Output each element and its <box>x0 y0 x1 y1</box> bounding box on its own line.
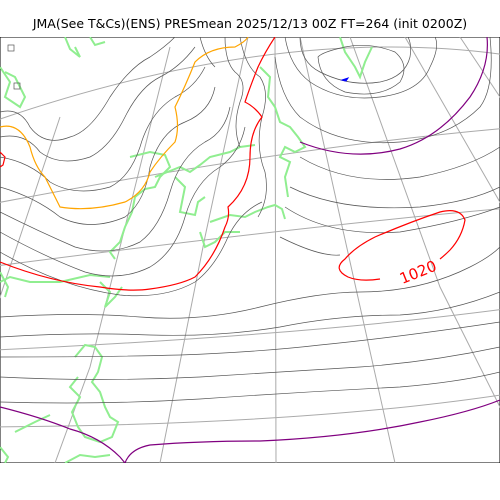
map-title: JMA(See T&Cs)(ENS) PRESmean 2025/12/13 0… <box>32 16 468 31</box>
meridian-lines <box>0 37 500 463</box>
isobar-1020-east <box>338 210 466 281</box>
isobar-low <box>0 37 249 210</box>
station-marker <box>13 82 21 90</box>
isobar-high-south <box>0 399 500 463</box>
isobar-1020-west <box>0 37 276 291</box>
map-border <box>0 37 500 463</box>
pressure-max-marker <box>340 77 350 82</box>
pressure-map: 1020 <box>0 37 500 463</box>
station-marker <box>7 44 15 52</box>
isobars <box>0 37 500 404</box>
latitude-lines <box>0 46 500 428</box>
coastlines <box>0 37 373 463</box>
isobar-high-north <box>299 37 488 155</box>
isobar-1020-edge <box>0 151 6 168</box>
map-canvas: 1020 <box>0 37 500 463</box>
